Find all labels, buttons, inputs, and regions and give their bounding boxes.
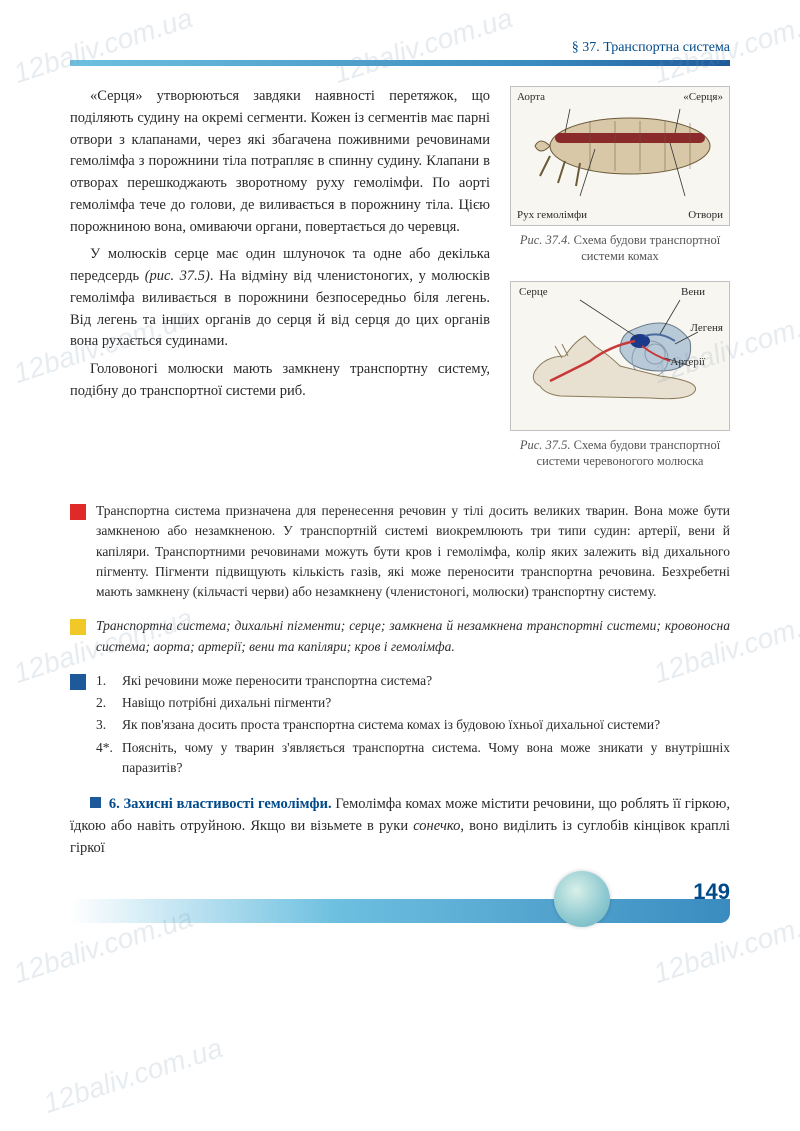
- footer-globe-icon: [554, 871, 610, 927]
- header-rule: [70, 60, 730, 66]
- red-block-text: Транспортна система призначена для перен…: [96, 501, 730, 602]
- summary-block-red: Транспортна система призначена для перен…: [70, 501, 730, 602]
- sonechko-term: сонечко: [413, 818, 460, 834]
- mollusk-diagram: [520, 286, 720, 416]
- paragraph-1: «Серця» утворюються завдяки наявності пе…: [70, 86, 490, 238]
- yellow-square-icon: [70, 619, 86, 635]
- main-content-row: «Серця» утворюються завдяки наявності пе…: [70, 86, 730, 485]
- question-text: Які речовини може переносити транспортна…: [122, 671, 432, 691]
- label-arteries: Артерії: [670, 356, 705, 368]
- body-text-column: «Серця» утворюються завдяки наявності пе…: [70, 86, 490, 485]
- label-heart: Серце: [519, 286, 548, 298]
- section-6-title: 6. Захисні властивості гемолімфи.: [109, 796, 332, 812]
- question-text: Як пов'язана досить проста транспортна с…: [122, 715, 660, 735]
- watermark: 12baliv.com.ua: [40, 1032, 227, 1120]
- question-item: 2. Навіщо потрібні дихальні пігменти?: [96, 693, 730, 713]
- question-number: 2.: [96, 693, 116, 713]
- question-number: 3.: [96, 715, 116, 735]
- question-item: 1. Які речовини може переносити транспорт…: [96, 671, 730, 691]
- figure-column: Аорта «Серця» Рух гемолімфи Отвори: [510, 86, 730, 485]
- label-aorta: Аорта: [517, 91, 545, 103]
- question-text: Навіщо потрібні дихальні пігменти?: [122, 693, 331, 713]
- label-holes: Отвори: [688, 209, 723, 221]
- yellow-block-text: Транспортна система; дихальні пігменти; …: [96, 616, 730, 657]
- caption-374: Рис. 37.4. Схема будови транспортної сис…: [510, 232, 730, 265]
- chapter-header: § 37. Транспортна система: [70, 40, 730, 56]
- label-flow: Рух гемолімфи: [517, 209, 587, 221]
- page-footer: 149: [70, 879, 730, 923]
- caption-375: Рис. 37.5. Схема будови транспортної сис…: [510, 437, 730, 470]
- question-number: 4*.: [96, 738, 116, 779]
- label-lung: Легеня: [691, 322, 723, 334]
- questions-list: 1. Які речовини може переносити транспорт…: [96, 671, 730, 780]
- paragraph-3: Головоногі молюски мають замкнену трансп…: [70, 359, 490, 403]
- question-text: Поясніть, чому у тварин з'являється тран…: [122, 738, 730, 779]
- red-square-icon: [70, 504, 86, 520]
- insect-diagram: [520, 91, 720, 211]
- question-item: 4*. Поясніть, чому у тварин з'являється т…: [96, 738, 730, 779]
- fig-ref-375: (рис. 37.5): [145, 268, 210, 284]
- question-item: 3. Як пов'язана досить проста транспортна…: [96, 715, 730, 735]
- figure-375: Серце Вени Легеня Артерії: [510, 281, 730, 431]
- page-number: 149: [693, 879, 730, 904]
- page-container: § 37. Транспортна система «Серця» утворю…: [0, 0, 800, 953]
- figure-374: Аорта «Серця» Рух гемолімфи Отвори: [510, 86, 730, 226]
- section-6: 6. Захисні властивості гемолімфи. Гемолі…: [70, 794, 730, 859]
- label-veins: Вени: [681, 286, 705, 298]
- terms-block-yellow: Транспортна система; дихальні пігменти; …: [70, 616, 730, 657]
- blue-square-icon: [70, 674, 86, 690]
- question-number: 1.: [96, 671, 116, 691]
- paragraph-2: У молюсків серце має один шлуночок та од…: [70, 244, 490, 353]
- footer-strip: [70, 899, 730, 923]
- questions-block-blue: 1. Які речовини може переносити транспорт…: [70, 671, 730, 780]
- section-marker-icon: [90, 797, 101, 808]
- label-hearts: «Серця»: [683, 91, 723, 103]
